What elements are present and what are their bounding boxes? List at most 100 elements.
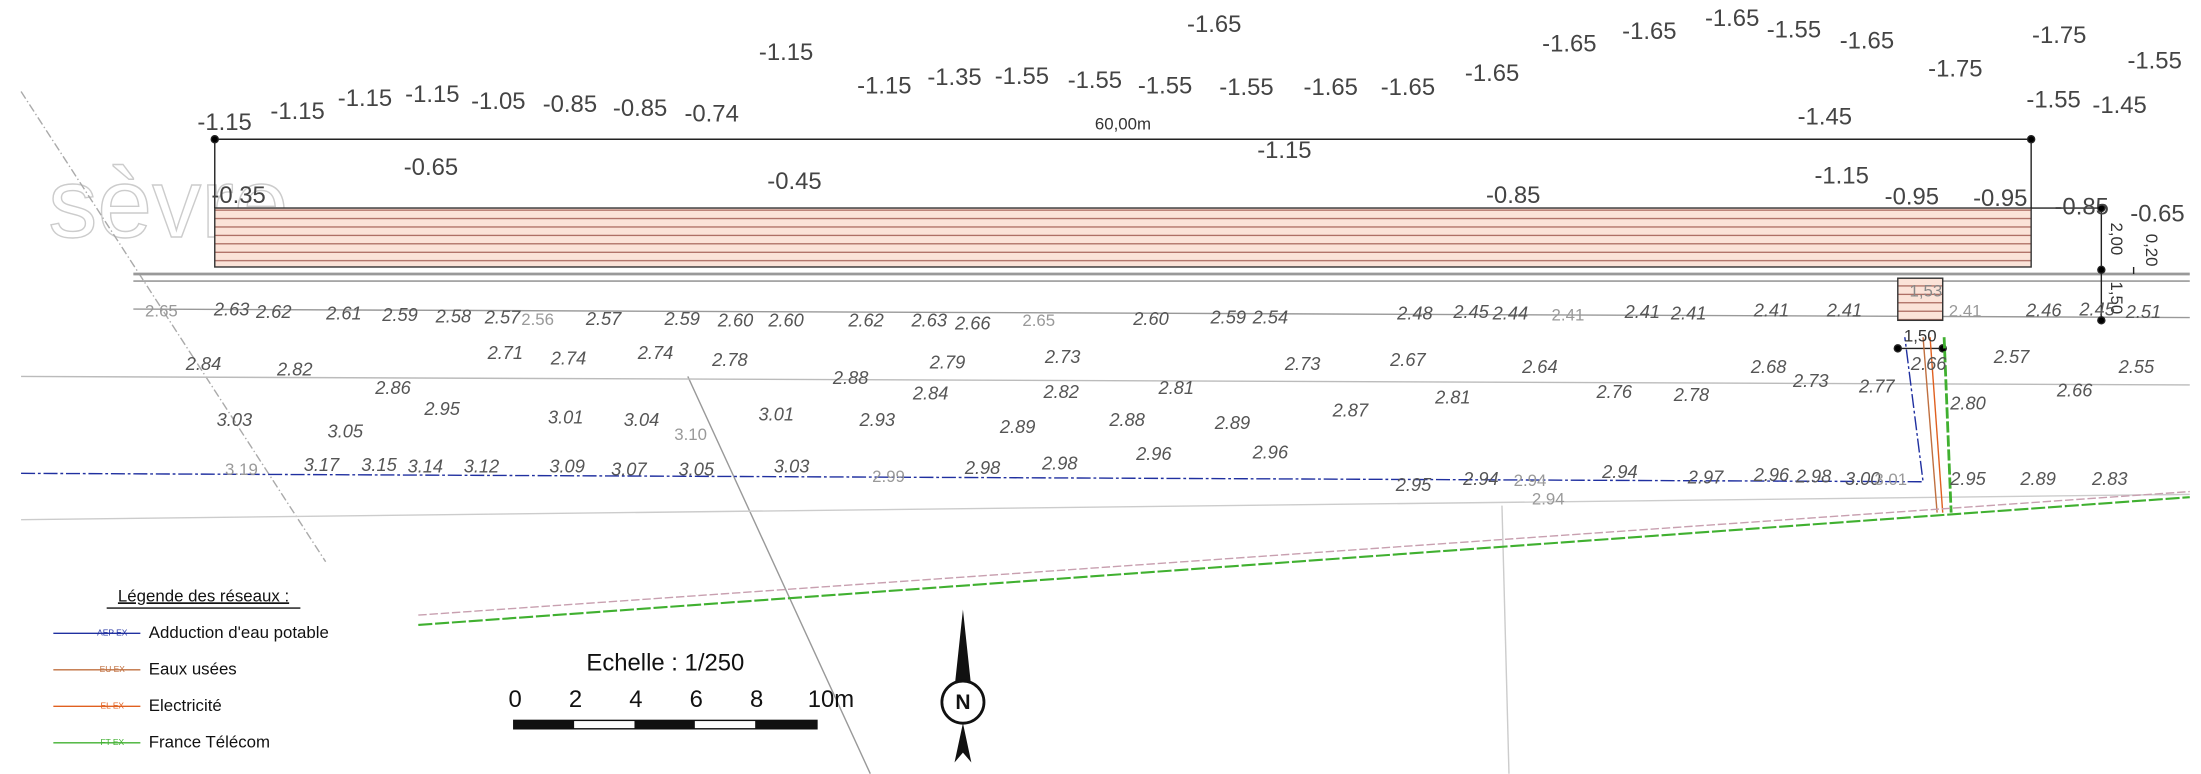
elevation-label: 2.62 [847,310,884,331]
elevation-label: 2.80 [1949,392,1985,413]
elevation-label: 2.76 [1596,381,1633,402]
elevation-label: -1.65 [1187,11,1241,38]
scale-bar: Echelle : 1/250 0 2 4 6 8 10m [509,650,854,730]
elevation-label: 2.41 [1624,301,1660,322]
elevation-label: 3.05 [328,420,364,441]
elevation-label: 2.41 [1670,303,1707,324]
elevation-label: 2.44 [1492,303,1529,324]
elevation-label: 2.60 [767,310,804,331]
elevation-label: 3.17 [304,454,340,475]
elevation-label: -1.15 [857,73,911,100]
elevation-label: -1.55 [1068,67,1122,94]
elevation-label: 2.98 [1795,465,1832,486]
elevation-label: 2.66 [1910,353,1947,374]
elevation-label: 2.95 [1395,474,1432,495]
elevation-label: -1.55 [1767,16,1821,43]
elevation-label: -0.35 [211,182,265,209]
elevation-label: 2.94 [1532,489,1565,508]
elevation-label: 2.78 [1673,384,1710,405]
elevation-label: 2.51 [2125,301,2161,322]
elevation-label: -1.65 [1465,60,1519,87]
elevation-label: 2.94 [1462,468,1498,489]
elevation-label: 2.74 [550,347,587,368]
elevation-label: 2.66 [2056,380,2093,401]
elevation-label: 2.62 [255,301,292,322]
elevation-label: 2.63 [213,298,250,319]
elevation-label: 2.60 [717,310,753,331]
dimension-label: 1,53 [1909,282,1942,301]
elevation-label: 3.14 [408,456,444,477]
elevation-label: 2.54 [1252,307,1289,328]
elevation-label: -0.85 [613,95,667,122]
elevation-label: 2.41 [1753,300,1790,321]
elevation-label: 2.73 [1284,353,1321,374]
elevation-label: -1.55 [2127,47,2181,74]
dimension-label: 0,20 [2142,234,2161,267]
elevation-label: 2.74 [637,342,674,363]
legend-code: AEP EX [97,628,128,638]
elevation-label: 2.63 [910,310,947,331]
elevation-label: -0.65 [404,154,458,181]
elevation-label: 2.60 [1132,308,1169,329]
elevation-label: 2.61 [325,303,362,324]
elevation-label: 2.67 [1389,349,1426,370]
elevation-label: 2.96 [1753,464,1790,485]
scale-tick-label: 10m [808,686,854,713]
elevation-label: 3.05 [678,458,714,479]
elevation-label: 2.94 [1514,471,1547,490]
elevation-label: 3.07 [611,458,647,479]
elevation-label: 2.81 [1158,377,1195,398]
elevation-label: -1.15 [1257,137,1311,164]
legend: Légende des réseaux : AEP EX Adduction d'… [53,586,329,751]
elevation-label: 2.65 [1022,311,1055,330]
elevation-label: 2.96 [1135,443,1172,464]
elevation-label: 2.82 [276,359,313,380]
building [214,207,2032,268]
elevation-label: 2.98 [1041,453,1078,474]
legend-code: EL EX [101,701,125,711]
elevation-label: -1.45 [1798,103,1852,130]
elevation-label: -0.65 [2130,200,2184,227]
elevation-label: 2.99 [872,467,905,486]
elevation-label: -1.15 [270,98,324,125]
elevation-label: 2.84 [185,353,222,374]
elevation-label: -1.65 [1381,74,1435,101]
elevation-label: 2.57 [1993,346,2030,367]
elevation-label: 3.12 [464,456,500,477]
elevation-label: 2.93 [859,409,896,430]
elevation-label: 3.09 [549,456,585,477]
legend-name: France Télécom [149,732,270,751]
elevation-label: 2.73 [1792,370,1828,391]
elevation-label: 2.94 [1601,461,1638,482]
elevation-label: -1.65 [1622,18,1676,45]
elevation-label: -1.35 [927,64,981,91]
north-arrow: N [940,609,986,763]
elevation-label: 2.65 [145,301,178,320]
dimension-lines [210,135,2135,353]
scale-title: Echelle : 1/250 [586,650,744,677]
elevation-label: 3.00 [1845,468,1880,489]
elevation-label: -1.65 [1542,30,1596,57]
elevation-label: 2.89 [2019,468,2055,489]
elevation-label: 3.01 [758,404,794,425]
background-lines [20,91,2190,774]
elevation-label: -1.15 [338,85,392,112]
elevation-label: 2.66 [954,312,991,333]
legend-items: AEP EX Adduction d'eau potable EU EX Eaux u… [53,623,329,751]
elevation-label: 2.88 [832,367,869,388]
elevations: -1.65 -1.15 -1.65 -1.65 -1.65 -1.55 -1.65 -1.75… [145,5,2185,508]
elevation-label: -0.45 [767,168,821,195]
elevation-label: 2.41 [1949,301,1982,320]
elevation-label: 2.87 [1332,399,1369,420]
elevation-label: 2.89 [999,416,1036,437]
elevation-label: 3.01 [548,406,584,427]
elevation-label: 2.55 [2118,356,2155,377]
elevation-label: 2.95 [1949,468,1986,489]
elevation-label: 2.88 [1108,409,1145,430]
elevation-label: 2.68 [1750,356,1787,377]
legend-name: Adduction d'eau potable [149,623,329,642]
elevation-label: -1.15 [1814,162,1868,189]
elevation-label: 3.03 [774,456,810,477]
elevation-label: 2.86 [374,377,411,398]
